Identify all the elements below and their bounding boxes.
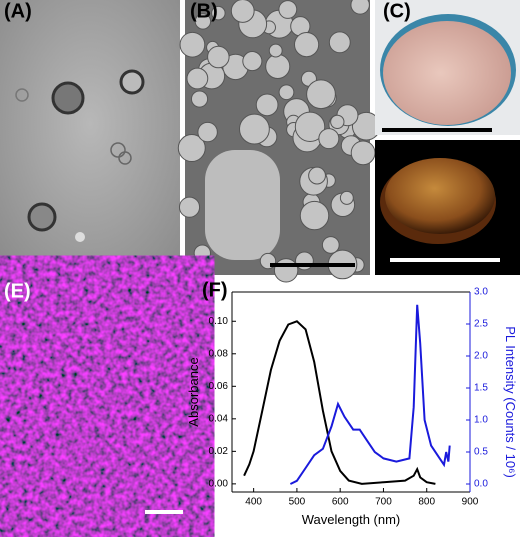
particle xyxy=(265,53,291,80)
vesicle xyxy=(51,81,85,115)
particle xyxy=(294,32,320,58)
y2-tick-label: 0.5 xyxy=(474,447,488,458)
particle xyxy=(306,79,336,110)
particle xyxy=(186,67,209,90)
particle xyxy=(197,121,218,143)
y-tick-label: 0.08 xyxy=(209,348,229,359)
particle xyxy=(330,114,345,130)
x-tick-label: 400 xyxy=(245,497,262,508)
y2-tick-label: 2.5 xyxy=(474,319,488,330)
particle xyxy=(299,200,330,231)
particle xyxy=(278,0,298,19)
vesicle xyxy=(27,202,57,232)
panel-e: (E) xyxy=(0,280,195,525)
particle xyxy=(211,5,226,21)
particle xyxy=(194,13,212,30)
particle xyxy=(255,93,279,117)
panel-c: (C) xyxy=(375,0,520,135)
particle xyxy=(318,128,340,150)
particle xyxy=(230,0,255,23)
particle xyxy=(193,244,211,262)
scale-bar xyxy=(270,263,355,267)
y-tick-label: 0.06 xyxy=(209,381,229,392)
panel-label: (B) xyxy=(190,1,218,23)
y2-tick-label: 2.0 xyxy=(474,351,488,362)
vesicle xyxy=(119,69,145,95)
y-tick-label: 0.10 xyxy=(209,316,229,327)
particle xyxy=(178,196,201,218)
particle xyxy=(268,43,283,58)
film-region xyxy=(205,150,280,260)
tem-image xyxy=(0,0,180,275)
particle xyxy=(273,258,299,283)
panel-label: (F) xyxy=(202,280,228,302)
series-line xyxy=(243,320,436,485)
particle xyxy=(207,45,230,69)
panel-a: (A) xyxy=(0,0,180,275)
x-tick-label: 700 xyxy=(375,497,392,508)
panel-label: (A) xyxy=(4,1,32,23)
x-tick-label: 600 xyxy=(332,497,349,508)
y-tick-label: 0.04 xyxy=(209,413,229,424)
particle xyxy=(350,140,376,166)
element-map xyxy=(0,280,195,525)
panel-label: (C) xyxy=(383,1,411,23)
x-tick-label: 900 xyxy=(462,497,479,508)
y-tick-label: 0.02 xyxy=(209,446,229,457)
particle xyxy=(339,190,354,205)
y2-tick-label: 1.0 xyxy=(474,415,488,426)
panel-f: (F) 400 500 600 700 800 900 0.00 0.02 0.04 0.06 0.… xyxy=(186,280,518,527)
particle xyxy=(179,31,206,58)
scale-bar xyxy=(390,258,500,262)
x-axis-label: Wavelength (nm) xyxy=(302,512,401,527)
vesicle xyxy=(118,151,132,165)
vesicle xyxy=(15,88,29,102)
particle xyxy=(177,134,206,162)
series-line xyxy=(289,304,451,485)
particle xyxy=(239,113,270,145)
particle xyxy=(242,51,263,72)
y2-tick-label: 1.5 xyxy=(474,383,488,394)
y2-axis-label: PL Intensity (Counts / 10⁶) xyxy=(503,326,518,478)
panel-b xyxy=(177,0,381,283)
particle xyxy=(328,31,351,54)
x-tick-label: 800 xyxy=(418,497,435,508)
scale-bar xyxy=(382,128,492,132)
panel-label: (D) xyxy=(383,143,411,165)
particle xyxy=(308,166,326,185)
scale-bar xyxy=(145,510,183,514)
film xyxy=(383,21,511,125)
particle xyxy=(321,236,340,254)
vesicle xyxy=(75,232,85,242)
scale-bar xyxy=(95,262,165,266)
particle xyxy=(294,111,326,142)
particle xyxy=(350,0,370,15)
y2-tick-label: 0.0 xyxy=(474,479,488,490)
vesicle xyxy=(110,142,126,158)
y2-tick-label: 3.0 xyxy=(474,287,488,298)
film xyxy=(385,158,495,234)
panel-b-overlay: (B) xyxy=(190,1,355,267)
y-axis-label: Absorbance xyxy=(186,357,201,426)
y-tick-label: 0.00 xyxy=(209,479,229,490)
particle xyxy=(295,251,314,271)
panel-d: (D) xyxy=(375,140,520,275)
particle xyxy=(278,84,295,101)
panel-label: (E) xyxy=(4,281,31,303)
x-tick-label: 500 xyxy=(289,497,306,508)
particle xyxy=(190,90,209,108)
